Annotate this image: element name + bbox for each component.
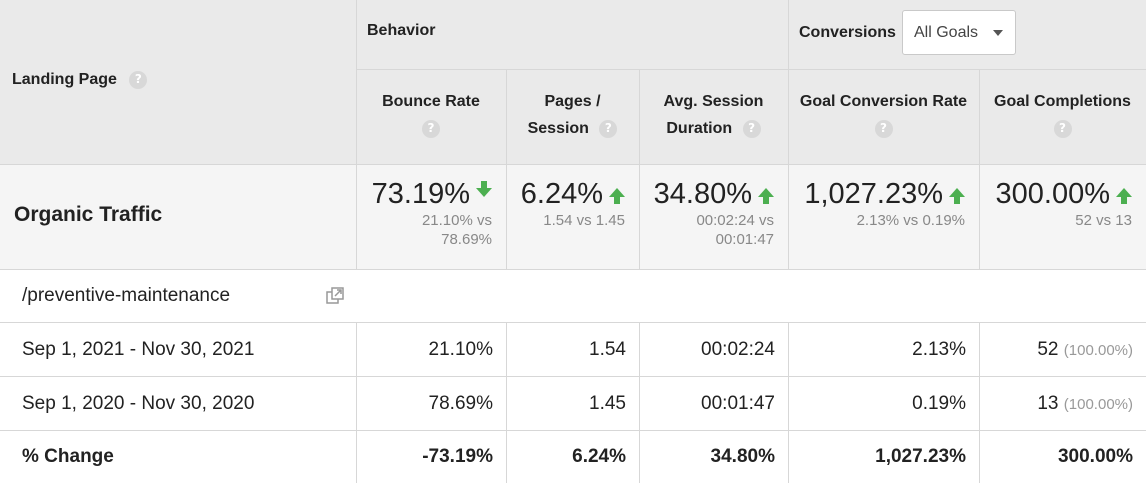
- col-avg-session-duration[interactable]: Avg. Session Duration ?: [639, 88, 788, 142]
- open-in-new-window-icon[interactable]: [326, 287, 344, 305]
- behavior-group-label: Behavior: [367, 22, 436, 39]
- landing-page-header[interactable]: Landing Page ?: [12, 66, 148, 93]
- table-cell: 78.69%: [428, 393, 493, 414]
- table-cell: 13 (100.00%): [979, 393, 1146, 415]
- summary-value: 34.80%: [653, 178, 752, 210]
- goal-select-value: All Goals: [914, 23, 979, 41]
- summary-cell: 300.00% 52 vs 13: [979, 178, 1146, 230]
- col-goal-completions[interactable]: Goal Completions ?: [979, 88, 1146, 142]
- summary-compare: 52 vs 13: [1075, 212, 1132, 229]
- summary-value: 300.00%: [995, 178, 1111, 210]
- change-row-label: % Change: [22, 446, 114, 467]
- table-cell: 52 (100.00%): [979, 339, 1146, 361]
- summary-compare: 1.54 vs 1.45: [543, 212, 625, 229]
- help-icon[interactable]: ?: [874, 119, 893, 138]
- completions-percent: (100.00%): [1063, 396, 1133, 413]
- col-goal-conversion-rate[interactable]: Goal Conversion Rate ?: [788, 88, 979, 142]
- summary-compare: 21.10% vs: [421, 212, 492, 229]
- help-icon[interactable]: ?: [422, 119, 440, 138]
- table-cell: 00:02:24: [701, 339, 775, 360]
- table-cell: -73.19%: [422, 446, 493, 467]
- date-range-label: Sep 1, 2020 - Nov 30, 2020: [22, 393, 255, 414]
- col-bounce-rate[interactable]: Bounce Rate ?: [356, 88, 506, 142]
- completions-value: 13: [1037, 393, 1059, 414]
- summary-cell: 1,027.23% 2.13% vs 0.19%: [788, 178, 979, 230]
- col-title: Pages /: [544, 93, 601, 110]
- table-cell: 300.00%: [1057, 446, 1133, 467]
- arrow-up-icon: [609, 187, 625, 204]
- arrow-up-icon: [1116, 187, 1132, 204]
- summary-compare-line2: 00:01:47: [715, 231, 774, 248]
- table-cell: 1,027.23%: [875, 446, 966, 467]
- help-icon[interactable]: ?: [129, 70, 148, 89]
- col-title: Goal Conversion Rate: [799, 93, 968, 110]
- arrow-down-icon: [476, 180, 492, 197]
- summary-compare: 00:02:24 vs: [696, 212, 774, 229]
- table-cell: 1.45: [589, 393, 626, 414]
- landing-page-link[interactable]: /preventive-maintenance: [22, 285, 231, 306]
- conversions-group-label: Conversions: [799, 24, 896, 41]
- summary-value: 73.19%: [371, 178, 470, 210]
- summary-cell: 73.19% 21.10% vs 78.69%: [356, 178, 506, 249]
- help-icon[interactable]: ?: [599, 119, 618, 138]
- col-title: Bounce Rate: [382, 93, 480, 110]
- col-title-line2: Duration: [666, 120, 733, 137]
- col-title: Goal Completions: [994, 93, 1131, 110]
- table-cell: 6.24%: [572, 446, 626, 467]
- table-cell: 2.13%: [912, 339, 966, 360]
- summary-value: 1,027.23%: [804, 178, 943, 210]
- col-title: Avg. Session: [663, 93, 764, 110]
- col-title-line2: Session: [527, 120, 589, 137]
- help-icon[interactable]: ?: [742, 119, 761, 138]
- table-cell: 34.80%: [710, 446, 775, 467]
- help-icon[interactable]: ?: [1053, 119, 1072, 138]
- arrow-up-icon: [758, 187, 774, 204]
- table-cell: 1.54: [589, 339, 626, 360]
- segment-label: Organic Traffic: [14, 203, 163, 226]
- landing-page-label: Landing Page: [12, 71, 117, 88]
- summary-compare: 2.13% vs 0.19%: [856, 212, 965, 229]
- caret-down-icon: [993, 30, 1003, 36]
- goal-select[interactable]: All Goals: [902, 10, 1016, 55]
- summary-cell: 34.80% 00:02:24 vs 00:01:47: [639, 178, 788, 249]
- table-cell: 21.10%: [428, 339, 493, 360]
- table-cell: 00:01:47: [701, 393, 775, 414]
- summary-value: 6.24%: [520, 178, 603, 210]
- date-range-label: Sep 1, 2021 - Nov 30, 2021: [22, 339, 255, 360]
- col-pages-session[interactable]: Pages / Session ?: [506, 88, 639, 142]
- arrow-up-icon: [949, 187, 965, 204]
- table-cell: 0.19%: [912, 393, 966, 414]
- completions-percent: (100.00%): [1063, 342, 1133, 359]
- summary-cell: 6.24% 1.54 vs 1.45: [506, 178, 639, 230]
- summary-compare-line2: 78.69%: [441, 231, 492, 248]
- summary-row: [0, 164, 1146, 269]
- completions-value: 52: [1037, 339, 1059, 360]
